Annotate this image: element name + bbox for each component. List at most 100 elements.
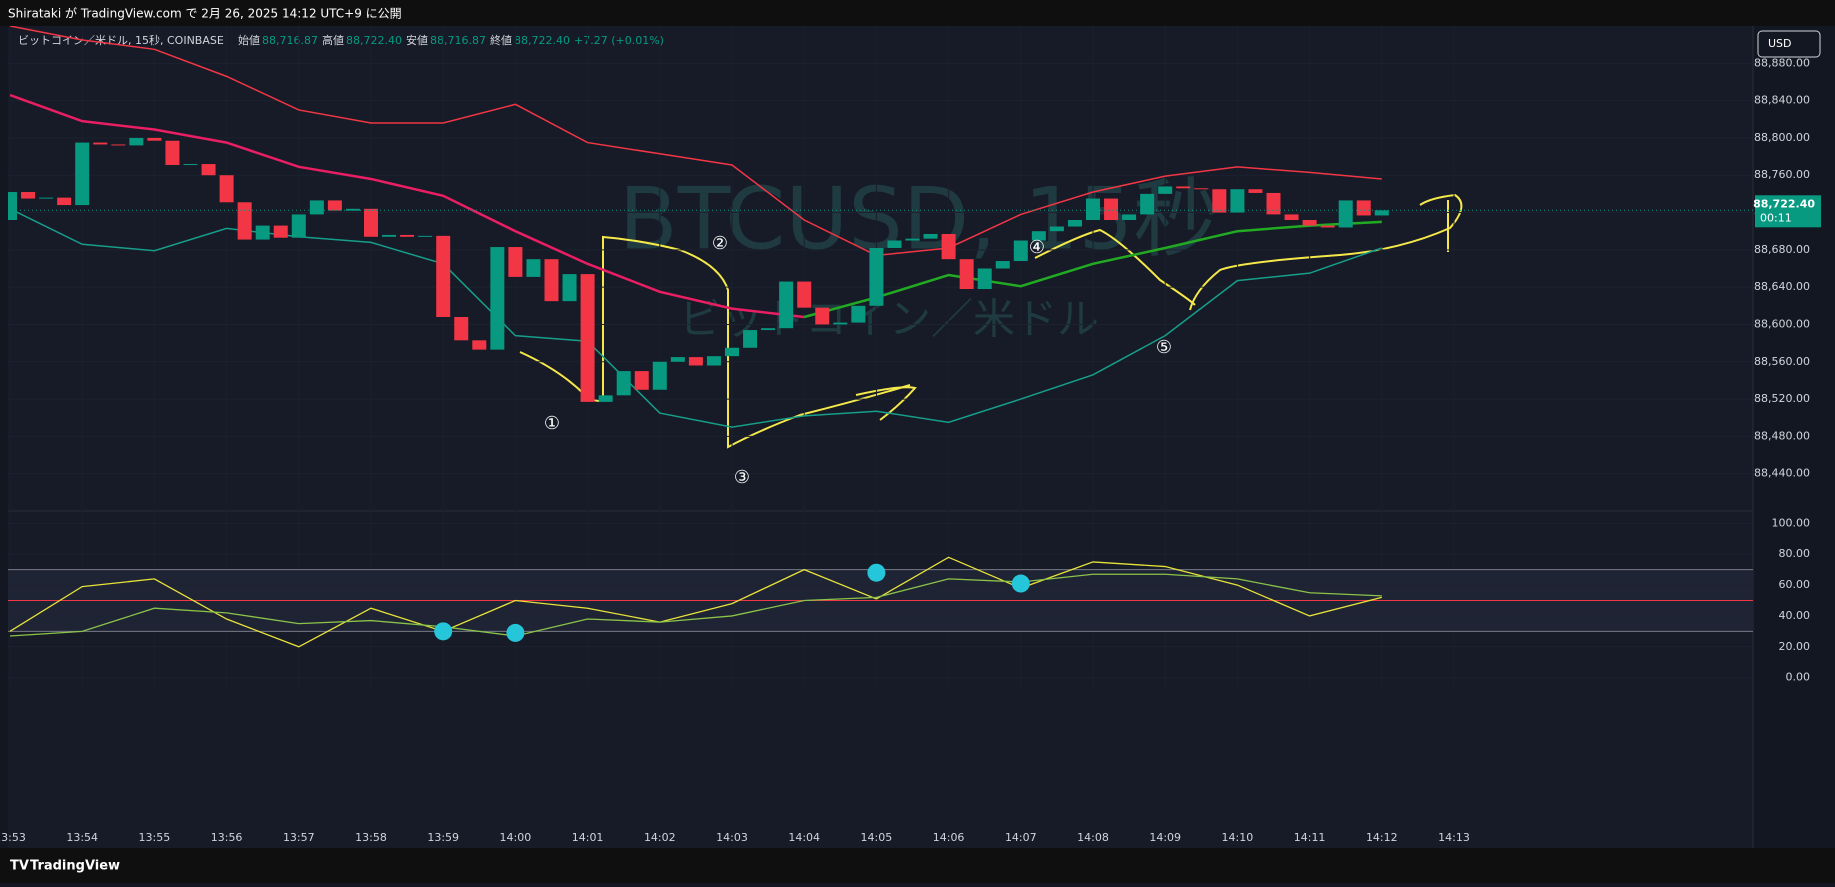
candle-body <box>508 247 523 277</box>
y-tick-label: 88,520.00 <box>1754 392 1810 405</box>
candle-body <box>57 197 72 206</box>
price-tag-label: 88,722.40 <box>1753 197 1815 210</box>
candle-body <box>75 142 90 206</box>
signal-dot <box>434 622 453 641</box>
header-bar <box>0 0 1835 26</box>
x-tick-label: 14:02 <box>644 831 676 844</box>
legend-label: 高値 <box>322 33 344 47</box>
candle-body <box>1013 240 1028 262</box>
x-tick-label: 14:12 <box>1366 831 1398 844</box>
candle-body <box>201 164 216 176</box>
candle-body <box>562 274 577 302</box>
footer-bar <box>0 848 1835 883</box>
candle-body <box>291 214 306 238</box>
x-tick-label: 13:59 <box>427 831 459 844</box>
candle-body <box>1049 226 1064 232</box>
header-title: Shirataki が TradingView.com で 2月 26, 202… <box>8 6 402 21</box>
candle-body <box>1302 220 1317 226</box>
legend-value: 88,716.87 <box>430 34 486 47</box>
signal-dot <box>506 623 525 642</box>
rsi-line <box>9 573 1382 637</box>
candle-body <box>1140 193 1155 215</box>
legend-value: 88,722.40 <box>514 34 570 47</box>
footer-brand: TradingView <box>30 859 120 874</box>
candle-body <box>779 281 794 329</box>
plot-area <box>8 26 1753 848</box>
x-tick-label: 13:55 <box>139 831 171 844</box>
annotation: ④ <box>1029 237 1045 258</box>
y-tick-label: 60.00 <box>1779 578 1811 591</box>
y-tick-label: 88,800.00 <box>1754 131 1810 144</box>
candle-body <box>706 356 721 366</box>
candle-body <box>219 175 234 203</box>
candle-body <box>273 225 288 238</box>
y-tick-label: 80.00 <box>1779 547 1811 560</box>
x-tick-label: 14:13 <box>1438 831 1470 844</box>
candle-body <box>544 259 559 302</box>
candle-body <box>1086 198 1100 220</box>
candle-body <box>526 259 541 277</box>
annotation: ⑤ <box>1156 337 1172 358</box>
currency-button[interactable] <box>1757 30 1821 58</box>
candle-body <box>418 235 433 237</box>
candle-body <box>725 347 739 357</box>
candle-body <box>21 192 36 199</box>
candle-body <box>1338 200 1353 228</box>
candle-body <box>688 357 703 366</box>
y-tick-label: 0.00 <box>1786 671 1811 684</box>
rsi-pane <box>8 522 1753 679</box>
legend-label: 終値 <box>490 33 512 47</box>
candle-body <box>652 361 667 390</box>
x-tick-label: 14:05 <box>861 831 893 844</box>
candle-body <box>977 268 992 290</box>
x-tick-label: 13:57 <box>283 831 315 844</box>
candle-body <box>797 281 812 308</box>
candle-body <box>1158 186 1173 194</box>
x-tick-label: 14:09 <box>1149 831 1181 844</box>
rsi-line <box>9 556 1382 648</box>
x-tick-label: 14:03 <box>716 831 748 844</box>
candle-body <box>147 137 162 141</box>
y-tick-label: 20.00 <box>1779 640 1811 653</box>
candle-body <box>941 233 956 260</box>
candle-body <box>1212 189 1227 213</box>
candle-body <box>1320 225 1335 228</box>
candle-body <box>8 192 17 220</box>
y-tick-label: 100.00 <box>1772 516 1811 529</box>
footer-logo: TV <box>10 859 29 874</box>
x-tick-label: 14:11 <box>1294 831 1326 844</box>
y-tick-label: 88,840.00 <box>1754 94 1810 107</box>
y-tick-label: 88,440.00 <box>1754 467 1810 480</box>
watermark-subtitle: ビットコイン／米ドル <box>679 295 1099 344</box>
candle-body <box>905 238 920 241</box>
currency-label: USD <box>1768 37 1792 50</box>
candle-body <box>111 144 126 146</box>
candle-body <box>1104 198 1119 220</box>
freehand <box>855 386 917 421</box>
candle-body <box>1374 210 1389 216</box>
y-tick-label: 88,480.00 <box>1754 429 1810 442</box>
candle-body <box>887 240 902 248</box>
candle-body <box>183 164 198 166</box>
candle-body <box>1067 220 1082 227</box>
y-tick-label: 88,880.00 <box>1754 56 1810 69</box>
candle-body <box>1356 200 1371 216</box>
candle-body <box>995 261 1010 269</box>
annotation: ③ <box>734 467 750 488</box>
legend-value: 88,716.87 <box>262 34 318 47</box>
candle-body <box>851 305 866 323</box>
candle-body <box>345 208 360 211</box>
candle-body <box>815 307 830 325</box>
x-tick-label: 14:07 <box>1005 831 1037 844</box>
candle-body <box>670 357 685 362</box>
candle-body <box>959 259 974 290</box>
candle-body <box>165 140 180 165</box>
x-tick-label: 13:58 <box>355 831 387 844</box>
y-tick-label: 40.00 <box>1779 609 1811 622</box>
candle-body <box>1248 189 1263 193</box>
candle-body <box>454 317 469 341</box>
candle-body <box>616 371 631 396</box>
candle-body <box>237 202 252 240</box>
legend-value: 88,722.40 <box>346 34 402 47</box>
